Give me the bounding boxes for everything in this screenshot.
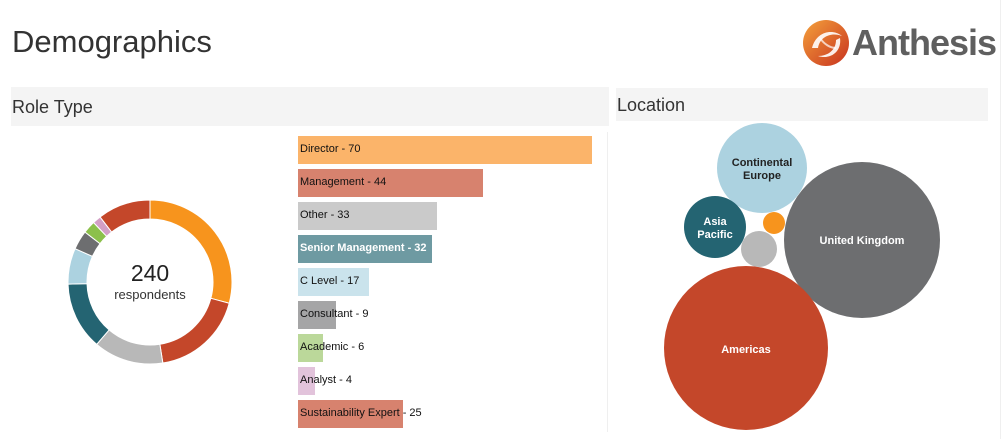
bar-analyst[interactable] — [298, 367, 315, 395]
bubble-label-united-kingdom: United Kingdom — [820, 235, 905, 247]
bubble-other-gray[interactable] — [741, 231, 777, 267]
bar-row-senior-management[interactable]: Senior Management - 32 — [298, 235, 603, 263]
bar-senior-management[interactable] — [298, 235, 433, 263]
bar-sustainability-expert[interactable] — [298, 400, 403, 428]
donut-segment-other[interactable] — [96, 329, 164, 365]
bar-row-director[interactable]: Director - 70 — [298, 136, 603, 164]
logo-text: Anthesis — [852, 22, 997, 63]
bar-row-other[interactable]: Other - 33 — [298, 202, 603, 230]
bar-label-director: Director - 70 — [300, 143, 361, 155]
right-edge-divider — [1000, 0, 1001, 439]
bar-label-senior-management: Senior Management - 32 — [300, 242, 427, 254]
bubble-label-continental-europe-2: Europe — [743, 170, 781, 182]
bar-academic[interactable] — [298, 334, 324, 362]
bubble-circle-united-kingdom[interactable] — [784, 162, 940, 318]
bar-label-analyst: Analyst - 4 — [300, 374, 352, 386]
bubble-asia-pacific[interactable]: Asia Pacific — [684, 196, 746, 258]
bubble-continental-europe[interactable]: Continental Europe — [717, 123, 807, 213]
location-header: Location — [616, 88, 988, 121]
bar-director[interactable] — [298, 136, 592, 164]
bubble-circle-asia-pacific[interactable] — [684, 196, 746, 258]
bar-row-consultant[interactable]: Consultant - 9 — [298, 301, 603, 329]
location-bubble-chart: Continental Europe Asia Pacific United K… — [664, 123, 940, 430]
donut-segment-sustainability-expert[interactable] — [99, 199, 151, 233]
respondent-label: respondents — [114, 287, 186, 302]
bubble-circle-continental-europe[interactable] — [717, 123, 807, 213]
bar-consultant[interactable] — [298, 301, 336, 329]
donut-center-label: 240 respondents — [60, 260, 240, 302]
role-type-bar-chart: Director - 70 Management - 44 Other - 33… — [298, 136, 603, 431]
role-type-donut-chart — [67, 199, 233, 365]
bubble-americas[interactable]: Americas — [664, 266, 828, 430]
bar-row-c-level[interactable]: C Level - 17 — [298, 268, 603, 296]
bar-row-management[interactable]: Management - 44 — [298, 169, 603, 197]
bar-row-sustainability-expert[interactable]: Sustainability Expert - 25 — [298, 400, 603, 428]
role-type-title: Role Type — [12, 97, 93, 117]
bar-other[interactable] — [298, 202, 437, 230]
location-title: Location — [617, 95, 686, 115]
anthesis-logo: Anthesis — [802, 18, 997, 68]
section-divider — [607, 132, 608, 432]
bubble-united-kingdom[interactable]: United Kingdom — [784, 162, 940, 318]
bar-row-analyst[interactable]: Analyst - 4 — [298, 367, 603, 395]
bubble-circle-americas[interactable] — [664, 266, 828, 430]
bar-label-c-level: C Level - 17 — [300, 275, 360, 287]
bar-label-consultant: Consultant - 9 — [300, 308, 369, 320]
bar-label-sustainability-expert: Sustainability Expert - 25 — [300, 407, 422, 419]
bubble-label-asia-pacific-2: Pacific — [697, 229, 732, 241]
bar-label-academic: Academic - 6 — [300, 341, 365, 353]
donut-segment-management[interactable] — [159, 297, 230, 364]
bar-label-other: Other - 33 — [300, 209, 350, 221]
bubble-label-americas: Americas — [721, 344, 771, 356]
bubble-label-continental-europe-1: Continental — [732, 157, 793, 169]
bar-label-management: Management - 44 — [300, 176, 387, 188]
bar-management[interactable] — [298, 169, 483, 197]
anthesis-logo-icon — [803, 20, 849, 66]
page-title: Demographics — [12, 24, 212, 59]
bar-c-level[interactable] — [298, 268, 370, 296]
bar-row-academic[interactable]: Academic - 6 — [298, 334, 603, 362]
bubble-label-asia-pacific-1: Asia — [703, 216, 727, 228]
bubble-other-orange[interactable] — [763, 212, 785, 234]
respondent-count: 240 — [130, 260, 170, 286]
role-type-header: Role Type — [11, 87, 609, 126]
